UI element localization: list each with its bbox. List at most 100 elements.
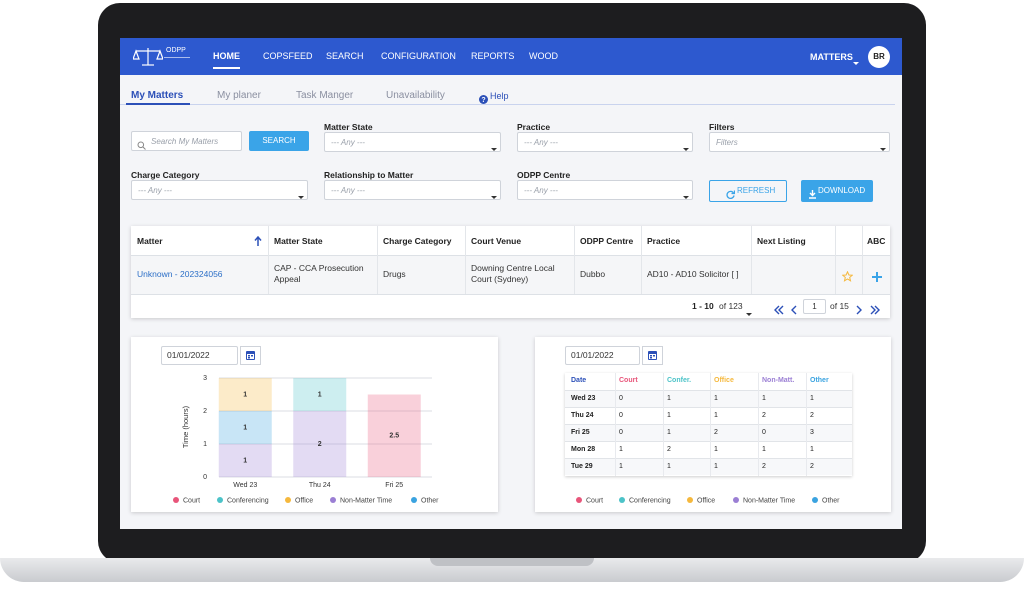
bar-label: 1 bbox=[243, 457, 247, 464]
caret bbox=[297, 188, 305, 199]
laptop-notch bbox=[430, 558, 594, 566]
planner-cell: 2 bbox=[667, 446, 671, 453]
caret bbox=[491, 148, 497, 151]
matters-menu[interactable]: MATTERS bbox=[810, 52, 853, 62]
planner-column-rule bbox=[758, 373, 759, 476]
caret bbox=[491, 196, 497, 199]
filter-label: ODPP Centre bbox=[517, 170, 571, 180]
table-header: Practice bbox=[647, 236, 681, 246]
help-icon: ? bbox=[479, 95, 488, 104]
page-input[interactable]: 1 bbox=[803, 299, 826, 314]
planner-cell: 1 bbox=[667, 463, 671, 470]
nav-item[interactable]: SEARCH bbox=[326, 51, 364, 61]
download-icon bbox=[808, 186, 817, 199]
legend-label: Other bbox=[421, 497, 439, 504]
column-rule bbox=[751, 226, 752, 294]
table-header: Court Venue bbox=[471, 236, 522, 246]
planner-cell: Thu 24 bbox=[571, 412, 594, 419]
help-icon: ? bbox=[479, 91, 488, 104]
filter-placeholder: --- Any --- bbox=[138, 186, 172, 195]
nav-item[interactable]: COPSFEED bbox=[263, 51, 313, 61]
table-cell: Downing Centre Local Court (Sydney) bbox=[471, 263, 555, 284]
pager-icon bbox=[791, 302, 803, 315]
caret bbox=[490, 188, 498, 199]
legend: Court Conferencing Office Non-Matter Time Ot… bbox=[576, 497, 840, 504]
logo-text: ODPP bbox=[166, 47, 186, 54]
caret bbox=[682, 140, 690, 151]
table-cell[interactable]: Unknown - 202324056 bbox=[137, 269, 223, 279]
date-input[interactable]: 01/01/2022 bbox=[565, 346, 640, 365]
planner-column-rule bbox=[710, 373, 711, 476]
avatar[interactable]: BR bbox=[868, 46, 890, 68]
download-button[interactable]: DOWNLOAD bbox=[801, 180, 873, 202]
legend-label: Office bbox=[697, 497, 715, 504]
nav-item[interactable]: HOME bbox=[213, 51, 240, 61]
refresh-button[interactable]: REFRESH bbox=[709, 180, 787, 202]
pager-icon bbox=[774, 305, 784, 315]
caret bbox=[879, 140, 887, 151]
y-tick-label: 1 bbox=[203, 441, 207, 448]
tab-rule bbox=[120, 104, 895, 105]
planner-row-rule bbox=[565, 458, 852, 459]
caret bbox=[746, 304, 752, 316]
star-icon bbox=[841, 270, 854, 282]
x-tick-label: Fri 25 bbox=[385, 482, 403, 489]
planner-cell: 1 bbox=[667, 429, 671, 436]
date-input[interactable]: 01/01/2022 bbox=[161, 346, 238, 365]
search-icon bbox=[137, 137, 146, 150]
tab[interactable]: My Matters bbox=[131, 90, 184, 101]
calendar-icon bbox=[648, 351, 657, 360]
tab[interactable]: My planer bbox=[217, 90, 261, 101]
star-icon bbox=[841, 269, 854, 282]
pager-icon bbox=[870, 305, 880, 315]
table-header: Next Listing bbox=[757, 236, 806, 246]
filter-select[interactable]: --- Any --- bbox=[517, 180, 693, 200]
legend-dot bbox=[330, 497, 336, 503]
filter-placeholder: --- Any --- bbox=[524, 186, 558, 195]
table-header: Matter bbox=[137, 236, 163, 246]
planner-header: Confer. bbox=[667, 377, 692, 384]
tab[interactable]: Task Manger bbox=[296, 90, 354, 101]
planner-cell: Mon 28 bbox=[571, 446, 596, 453]
table-cell: Drugs bbox=[383, 269, 406, 279]
table-header: ABC bbox=[867, 236, 886, 246]
planner-cell: Wed 23 bbox=[571, 395, 596, 402]
download-icon bbox=[809, 190, 816, 199]
planner-row-bg bbox=[565, 391, 852, 407]
filter-select[interactable]: --- Any --- bbox=[517, 132, 693, 152]
planner-cell: 2 bbox=[810, 412, 814, 419]
nav-item[interactable]: REPORTS bbox=[471, 51, 515, 61]
planner-row-bg bbox=[565, 425, 852, 441]
filter-select[interactable]: Filters bbox=[709, 132, 890, 152]
tab[interactable]: Help bbox=[490, 91, 509, 101]
tab[interactable]: Unavailability bbox=[386, 90, 445, 101]
planner-cell: Tue 29 bbox=[571, 463, 593, 470]
nav-item[interactable]: CONFIGURATION bbox=[381, 51, 456, 61]
nav-active-underline bbox=[213, 67, 240, 69]
planner-cell: 0 bbox=[619, 395, 623, 402]
planner-row-rule bbox=[565, 407, 852, 408]
planner-cell: 1 bbox=[714, 463, 718, 470]
table-header: Charge Category bbox=[383, 236, 452, 246]
caret bbox=[298, 196, 304, 199]
legend-label: Non-Matter Time bbox=[340, 497, 392, 504]
legend-dot bbox=[285, 497, 291, 503]
nav-item[interactable]: WOOD bbox=[529, 51, 558, 61]
filter-select[interactable]: --- Any --- bbox=[324, 132, 501, 152]
legend-label: Non-Matter Time bbox=[743, 497, 795, 504]
planner-column-rule bbox=[663, 373, 664, 476]
column-rule bbox=[465, 226, 466, 294]
search-button[interactable]: SEARCH bbox=[249, 131, 309, 151]
y-tick-label: 3 bbox=[203, 375, 207, 382]
planner-cell: 1 bbox=[810, 446, 814, 453]
planner-cell: 2 bbox=[762, 412, 766, 419]
search-input[interactable]: Search My Matters bbox=[131, 131, 242, 151]
filter-select[interactable]: --- Any --- bbox=[324, 180, 501, 200]
filter-select[interactable]: --- Any --- bbox=[131, 180, 308, 200]
nav-bar: ODPP HOME COPSFEED SEARCH CONFIGURATION REPOR… bbox=[120, 38, 902, 75]
caret bbox=[852, 54, 860, 65]
tab-active bbox=[126, 103, 190, 105]
column-rule bbox=[641, 226, 642, 294]
caret bbox=[746, 313, 752, 316]
legend-dot bbox=[173, 497, 179, 503]
